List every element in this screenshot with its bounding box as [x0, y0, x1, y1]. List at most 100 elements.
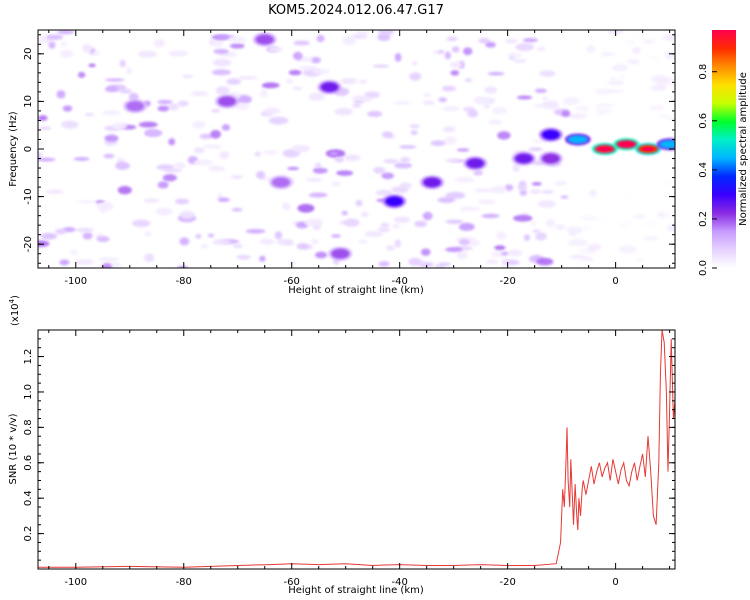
spectrogram-blob — [450, 70, 460, 76]
spectrogram-blob — [422, 100, 435, 105]
spectrogram-blob — [456, 148, 470, 152]
spectrogram-blob — [501, 251, 509, 256]
spectrogram-blob — [464, 78, 473, 82]
spectrogram-blob — [541, 96, 549, 100]
spectrogram-blob — [541, 189, 554, 194]
spectrogram-blob — [377, 33, 391, 42]
spectrogram-blob — [82, 43, 92, 53]
spectrogram-blob — [626, 58, 641, 65]
spectrogram-blob — [155, 207, 173, 216]
spectrogram-blob — [437, 49, 445, 54]
spectrogram-blob — [517, 182, 527, 192]
spectrogram-blob — [315, 251, 328, 259]
spectrogram-blob — [528, 147, 543, 152]
spectrogram-blob — [377, 227, 391, 233]
spectrogram-blob — [372, 64, 389, 68]
spectrogram-blob — [162, 174, 177, 182]
colorbar-tick-label: 0.6 — [698, 113, 709, 129]
spectrogram-blob — [219, 151, 230, 159]
spectrogram-blob — [355, 199, 363, 207]
spectrogram-blobs — [38, 30, 675, 268]
spectrogram-blob — [254, 151, 262, 157]
spectrogram-blob — [378, 261, 390, 267]
spectrogram-blob — [375, 189, 393, 196]
spectrogram-blob — [331, 181, 341, 187]
spectrogram-blob — [70, 249, 78, 256]
spectrogram-blob — [344, 154, 361, 162]
colorbar-tick-label: 0.0 — [698, 260, 709, 276]
spectrogram-x-axis-label: Height of straight line (km) — [288, 285, 424, 296]
spectrogram-blob — [177, 265, 188, 268]
spectrogram-blob — [59, 49, 74, 59]
spectrogram-blob — [600, 52, 614, 57]
figure-title: KOM5.2024.012.06.47.G17 — [268, 3, 444, 18]
spectrogram-blob — [381, 131, 394, 139]
spectrogram-blob — [157, 105, 170, 112]
spectrogram-blob — [391, 186, 409, 194]
spectrogram-blob — [522, 38, 538, 43]
spectrogram-blob — [629, 33, 642, 39]
spectrogram-blob — [508, 52, 523, 58]
spectrogram-blob — [536, 257, 554, 266]
spectrogram-blob — [481, 213, 500, 219]
colorbar-tick-label: 0.4 — [698, 162, 709, 178]
spectrogram-blob — [562, 97, 580, 106]
spectrogram-blob — [580, 215, 599, 221]
snr-panel: -100 -80 -60 -40 -20 0 0.2 0.4 0.6 0.8 1.0 1.2 Hei… — [8, 295, 676, 596]
spectrogram-blob — [213, 48, 229, 54]
spectrogram-blob — [446, 36, 458, 42]
spectrogram-blob — [485, 41, 496, 48]
spectrogram-blob — [288, 69, 302, 76]
feature-peak — [620, 142, 632, 147]
spectrogram-blob — [529, 189, 542, 195]
spectrogram-blob — [588, 189, 598, 197]
x-tick-label: 0 — [612, 276, 618, 287]
spectrogram-blob — [458, 222, 475, 231]
spectrogram-blob — [491, 185, 507, 194]
snr-frame — [37, 329, 676, 570]
spectrogram-blob — [373, 166, 386, 174]
spectrogram-blob — [444, 51, 451, 60]
spectrogram-blob — [75, 259, 94, 266]
spectrogram-blob — [82, 232, 93, 240]
feature-core — [255, 34, 274, 45]
spectrogram-blob — [451, 46, 460, 53]
spectrogram-blob — [515, 43, 534, 52]
spectrogram-blob — [442, 126, 456, 133]
spectrogram-blob — [409, 72, 422, 81]
spectrogram-blob — [288, 260, 297, 265]
colorbar: 0.0 0.2 0.4 0.6 0.8 Normalized spectral ampl… — [698, 30, 749, 276]
spectrogram-blob — [210, 129, 222, 139]
spectrogram-blob — [477, 199, 496, 205]
spectrogram-blob — [609, 76, 617, 82]
spectrogram-blob — [617, 190, 637, 196]
spectrogram-blob — [532, 229, 541, 233]
spectrogram-blob — [530, 221, 538, 226]
spectrogram-blob — [138, 121, 158, 128]
spectrogram-blob — [478, 37, 490, 44]
spectrogram-blob — [582, 111, 591, 115]
spectrogram-blob — [504, 184, 514, 191]
spectrogram-blob — [38, 152, 43, 159]
spectrogram-blob — [649, 55, 659, 60]
spectrogram-blob — [442, 106, 460, 112]
spectrogram-blob — [177, 100, 189, 107]
spectrogram-blob — [297, 203, 315, 213]
spectrogram-blob — [473, 96, 491, 105]
feature-core — [331, 248, 350, 259]
y-tick-label: 1.0 — [23, 384, 34, 400]
spectrogram-blob — [595, 183, 611, 189]
spectrogram-blob — [179, 210, 195, 220]
spectrogram-blob — [342, 36, 356, 46]
spectrogram-blob — [162, 169, 183, 173]
spectrogram-blob — [508, 249, 523, 257]
spectrogram-blob — [292, 51, 303, 61]
spectrogram-blob — [440, 262, 451, 266]
spectrogram-blob — [649, 98, 659, 106]
spectrogram-blob — [339, 220, 354, 225]
spectrogram-blob — [331, 234, 341, 238]
spectrogram-blob — [488, 119, 502, 125]
spectrogram-blob — [336, 170, 354, 176]
spectrogram-blob — [569, 254, 589, 260]
spectrogram-blob — [144, 129, 161, 137]
